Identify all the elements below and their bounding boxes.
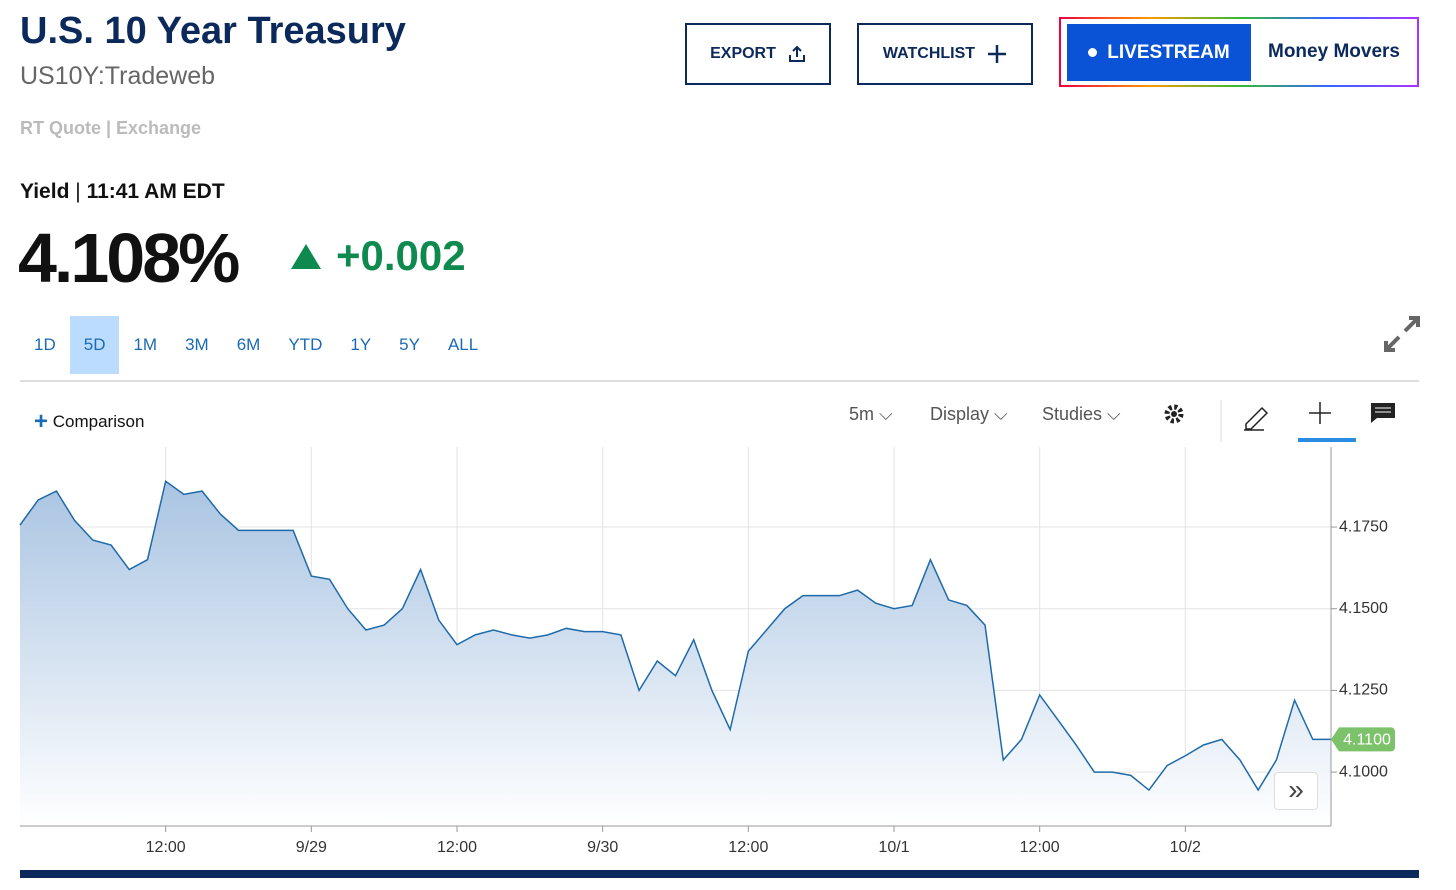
bottom-bar: [20, 870, 1419, 878]
export-button[interactable]: EXPORT: [685, 23, 831, 85]
tool-icons[interactable]: [1160, 400, 1400, 445]
export-icon: [788, 45, 805, 62]
studies-label: Studies: [1042, 404, 1103, 424]
line: [19, 480, 1331, 792]
display[interactable]: Display ⌵: [930, 404, 1008, 424]
x-tick-label: 12:00: [437, 839, 477, 856]
studies[interactable]: Studies ⌵: [1042, 404, 1121, 424]
livestream-label: LIVESTREAM: [1107, 41, 1230, 63]
chart: 12:00 9/29 12:00 9/30 12:00 10/1 12:00 10/2 4.10…: [19, 447, 1395, 856]
range-tab[interactable]: 3M: [185, 335, 209, 354]
expand-icon[interactable]: [1383, 315, 1421, 353]
x-tick-label: 10/1: [878, 839, 909, 856]
area: [20, 481, 1331, 826]
symbol: US10Y:Tradeweb: [20, 62, 216, 90]
livestream-button[interactable]: LIVESTREAM: [1067, 24, 1251, 81]
y-tick-label: 4.1500: [1339, 600, 1388, 617]
x-tick-label: 12:00: [728, 839, 768, 856]
export-label: EXPORT: [710, 45, 776, 62]
yield-label: Yield: [20, 180, 70, 203]
comparison-label: Comparison: [52, 412, 145, 431]
range-tab[interactable]: 5Y: [399, 335, 420, 354]
divider: [20, 380, 1419, 382]
y-tick-label: 4.1000: [1339, 763, 1388, 780]
yield-line: Yield | 11:41 AM EDT: [20, 180, 225, 204]
comparison[interactable]: + Comparison: [34, 408, 144, 436]
last-value-badge: [1331, 727, 1395, 752]
x-tick-label: 9/29: [296, 839, 327, 856]
display-label: Display: [930, 404, 990, 424]
range-tab[interactable]: ALL: [447, 335, 479, 354]
x-tick-label: 9/30: [587, 839, 618, 856]
price: 4.108%: [18, 219, 240, 297]
x-tick-label: 10/2: [1170, 839, 1201, 856]
plus-icon: [988, 45, 1007, 63]
quote-time: 11:41 AM EDT: [86, 180, 225, 203]
range-tab[interactable]: 1M: [133, 335, 158, 354]
range-tab[interactable]: 5D: [69, 316, 120, 374]
x-tick-label: 12:00: [1020, 839, 1060, 856]
live-dot: [1088, 48, 1098, 57]
x-tick-label: 12:00: [146, 839, 186, 856]
range-tab[interactable]: 1D: [34, 335, 56, 354]
interval[interactable]: 5m ⌵: [849, 404, 893, 424]
interval-label: 5m: [849, 404, 875, 424]
range-tab[interactable]: 6M: [236, 335, 261, 354]
range-tab[interactable]: 1Y: [350, 335, 372, 354]
watchlist-label: WATCHLIST: [882, 45, 976, 62]
last-value-label: 4.1100: [1343, 732, 1391, 749]
money-movers[interactable]: Money Movers: [1268, 41, 1400, 62]
scroll-button[interactable]: »: [1274, 772, 1318, 810]
plus: +: [34, 408, 49, 435]
watchlist-button[interactable]: WATCHLIST: [857, 23, 1033, 85]
quote-source: RT Quote | Exchange: [20, 118, 202, 138]
separator: |: [75, 180, 81, 203]
y-tick-label: 4.1750: [1339, 518, 1388, 535]
range-tabs: 1D 5D 1M 3M 6M YTD 1Y 5Y ALL: [20, 316, 492, 374]
y-tick-label: 4.1250: [1339, 682, 1388, 699]
range-tab[interactable]: YTD: [288, 335, 323, 354]
change: +0.002: [336, 232, 466, 279]
title: U.S. 10 Year Treasury: [20, 10, 406, 52]
up-arrow: [291, 244, 321, 269]
